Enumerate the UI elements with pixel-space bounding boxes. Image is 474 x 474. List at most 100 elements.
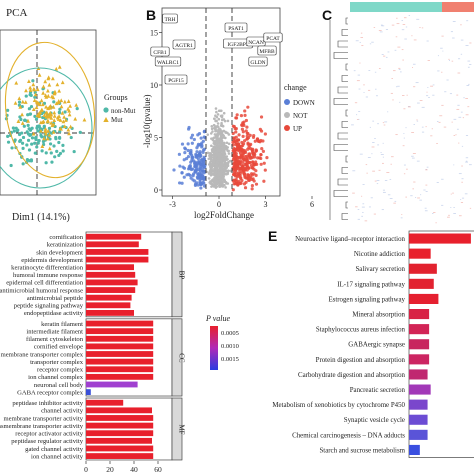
volcano-point bbox=[239, 114, 244, 118]
volcano-point bbox=[215, 179, 219, 182]
heatmap-cell bbox=[385, 56, 388, 58]
volcano-point bbox=[215, 115, 219, 119]
heatmap-cell bbox=[357, 218, 360, 220]
volcano-point bbox=[260, 146, 264, 151]
volcano-point bbox=[225, 162, 229, 165]
volcano-point bbox=[216, 122, 220, 125]
volcano-point bbox=[241, 149, 245, 153]
pca-point bbox=[66, 127, 71, 132]
dendrogram-branch bbox=[333, 190, 348, 197]
pca-point bbox=[82, 117, 87, 122]
heatmap-cell bbox=[372, 120, 375, 122]
heatmap-cell bbox=[387, 51, 390, 53]
kegg-bar bbox=[409, 384, 431, 395]
heatmap-cell bbox=[382, 156, 384, 158]
pca-point bbox=[45, 136, 50, 141]
heatmap-cell bbox=[467, 106, 470, 108]
heatmap-cell bbox=[460, 111, 463, 113]
volcano-point bbox=[222, 111, 226, 115]
kegg-bar bbox=[409, 444, 420, 455]
volcano-point bbox=[182, 175, 186, 179]
heatmap-cell bbox=[374, 180, 377, 182]
heatmap-cell bbox=[367, 89, 371, 91]
go-bar bbox=[86, 294, 132, 301]
volcano-gene-label: AGTR1 bbox=[175, 43, 193, 49]
heatmap-cell bbox=[369, 126, 371, 128]
pca-point bbox=[43, 131, 48, 136]
heatmap-cell bbox=[425, 184, 428, 186]
pca-point bbox=[47, 132, 52, 137]
go-category-label: keratin filament bbox=[41, 321, 83, 328]
kegg-bar bbox=[409, 233, 471, 244]
go-legend-colorbar bbox=[210, 326, 218, 370]
dendrogram-branch bbox=[341, 213, 348, 220]
volcano-point bbox=[214, 125, 218, 129]
volcano-point bbox=[245, 134, 249, 138]
heatmap-cell bbox=[443, 126, 447, 128]
volcano-point bbox=[220, 165, 224, 169]
volcano-point bbox=[209, 153, 213, 156]
heatmap-cell bbox=[433, 212, 436, 213]
heatmap-cell bbox=[395, 36, 398, 38]
go-category-label: keratinocyte differentiation bbox=[11, 265, 84, 272]
heatmap-cell bbox=[412, 63, 416, 65]
volcano-point bbox=[238, 169, 242, 173]
volcano-point bbox=[226, 146, 229, 149]
heatmap-cell bbox=[426, 91, 428, 93]
heatmap-cell bbox=[444, 91, 447, 93]
volcano-point bbox=[216, 136, 219, 139]
volcano-point bbox=[245, 137, 249, 141]
volcano-y-tick-label: 0 bbox=[154, 186, 158, 195]
volcano-gene-label-box bbox=[263, 32, 283, 43]
heatmap-cell bbox=[461, 178, 464, 180]
pca-point bbox=[78, 130, 82, 135]
heatmap-cell bbox=[456, 128, 459, 130]
heatmap-cell bbox=[405, 127, 407, 129]
pca-point bbox=[40, 149, 44, 153]
pca-point bbox=[68, 103, 73, 108]
volcano-point bbox=[259, 162, 263, 166]
pca-point bbox=[36, 101, 41, 106]
heatmap-cell bbox=[416, 120, 419, 122]
pca-point bbox=[44, 161, 48, 165]
volcano-gene-label-box bbox=[257, 45, 277, 56]
volcano-point bbox=[189, 136, 193, 140]
volcano-point bbox=[235, 164, 240, 168]
volcano-point bbox=[231, 188, 235, 192]
heatmap-cell bbox=[449, 93, 453, 95]
heatmap-cell bbox=[453, 207, 455, 208]
volcano-point bbox=[238, 151, 243, 155]
heatmap-cell bbox=[452, 37, 455, 39]
volcano-points bbox=[172, 105, 269, 192]
heatmap-cell bbox=[390, 92, 393, 94]
volcano-point bbox=[225, 155, 229, 158]
heatmap-cell bbox=[424, 210, 428, 212]
pca-point bbox=[73, 116, 78, 121]
volcano-point bbox=[213, 136, 216, 139]
heatmap-cell bbox=[359, 41, 361, 43]
pca-point bbox=[55, 82, 60, 87]
pca-point bbox=[13, 100, 18, 105]
pca-point bbox=[50, 160, 54, 164]
heatmap-cell bbox=[378, 169, 381, 171]
heatmap-cell bbox=[412, 188, 414, 190]
heatmap-cell bbox=[403, 164, 406, 166]
heatmap-cell bbox=[467, 60, 471, 62]
go-category-label: transporter complex bbox=[30, 359, 84, 366]
pca-point bbox=[44, 104, 48, 109]
heatmap-cell bbox=[432, 84, 435, 86]
volcano-point bbox=[234, 177, 238, 182]
volcano-point bbox=[172, 168, 176, 172]
pca-point bbox=[58, 130, 62, 134]
volcano-point bbox=[207, 177, 211, 180]
heatmap-cell bbox=[374, 138, 376, 139]
volcano-point bbox=[231, 149, 235, 153]
go-facet-strip bbox=[171, 231, 183, 318]
volcano-point bbox=[223, 154, 226, 158]
pca-point bbox=[74, 102, 79, 107]
heatmap-cell bbox=[378, 68, 381, 69]
kegg-category-label: Synaptic vesicle cycle bbox=[344, 417, 405, 424]
volcano-point bbox=[196, 176, 200, 180]
heatmap-cell bbox=[432, 94, 435, 96]
go-bar bbox=[86, 256, 149, 263]
